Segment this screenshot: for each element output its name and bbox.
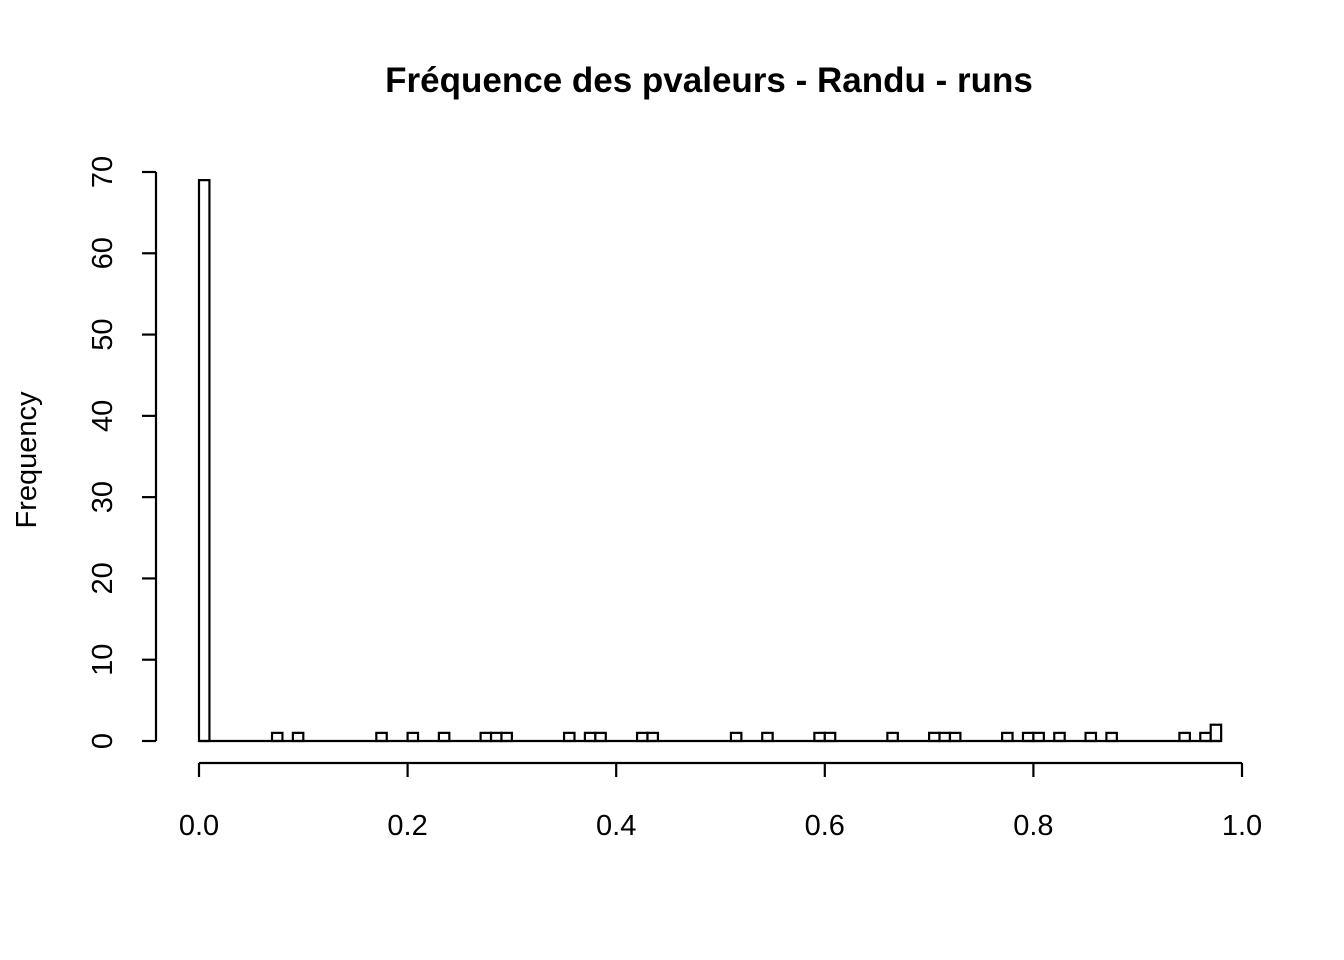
x-tick-label: 0.0 [179,810,219,842]
x-tick-label: 0.8 [1013,810,1053,842]
histogram-bar [948,731,962,743]
histogram-bar [406,731,420,743]
y-tick-label: 50 [87,318,119,350]
histogram-bar [1084,731,1098,743]
histogram-bar [813,731,826,743]
y-axis: 0 10 20 30 40 50 60 70 [87,156,158,749]
x-axis: 0.0 0.2 0.4 0.6 0.8 1.0 [179,761,1262,842]
y-tick-label: 70 [87,156,119,188]
histogram-bar [1001,731,1014,743]
histogram-bar [1105,731,1118,743]
histogram-bar [761,731,774,743]
histogram-bar [1209,723,1223,743]
y-tick-label: 40 [87,400,119,432]
y-tick-label: 20 [87,562,119,594]
y-tick-label: 30 [87,481,119,513]
bars-group [197,179,1223,743]
histogram-bar [635,731,649,743]
histogram-bar [583,731,597,743]
histogram-bar [562,731,576,743]
histogram-bar [823,731,837,743]
y-tick-label: 60 [87,237,119,269]
histogram-bar [1199,731,1212,743]
histogram-bar [500,731,514,743]
histogram-bar [886,731,899,743]
x-tick-label: 1.0 [1222,810,1262,842]
histogram-bar [291,731,305,743]
histogram-bar [1032,731,1045,743]
histogram-bar [270,731,284,743]
y-tick-label: 10 [87,644,119,676]
y-axis-label: Frequency [11,391,43,529]
histogram-bar [375,731,388,743]
histogram-bar [646,731,660,743]
histogram-bar [197,179,211,743]
histogram-bar [927,731,941,743]
histogram-bar [1178,731,1191,743]
y-tick-label: 0 [87,733,119,749]
histogram-bar [729,731,743,743]
histogram-bar [594,731,607,743]
histogram-bar [938,731,952,743]
histogram-bar [1053,731,1066,743]
x-tick-label: 0.4 [596,810,636,842]
histogram-bar [1021,731,1035,743]
x-tick-label: 0.2 [387,810,427,842]
chart-title: Fréquence des pvaleurs - Randu - runs [385,61,1033,100]
histogram-bar [489,731,503,743]
x-tick-label: 0.6 [805,810,845,842]
histogram-bar [479,731,493,743]
histogram-bar [437,731,451,743]
